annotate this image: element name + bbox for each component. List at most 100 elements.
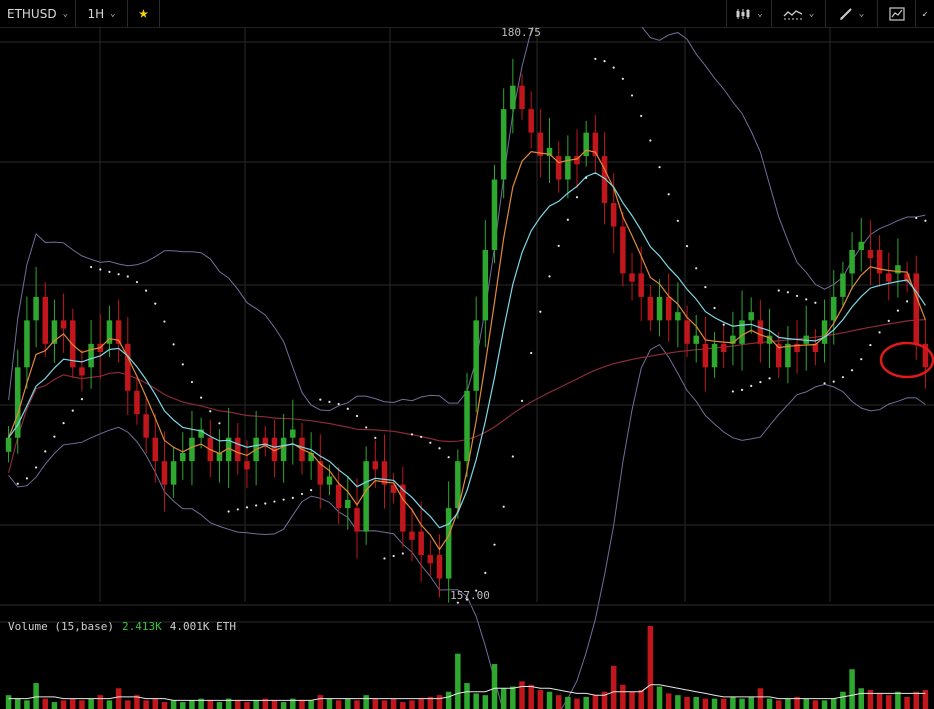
sar-dot-9 <box>89 265 93 269</box>
candle-body-89 <box>821 320 828 344</box>
candle-body-28 <box>262 437 269 446</box>
symbol-selector[interactable]: ETHUSD ⌄ <box>0 0 76 27</box>
candle-38 <box>354 478 360 559</box>
sar-dot-27 <box>255 504 258 507</box>
candle-body-2 <box>24 320 30 368</box>
price-chart[interactable]: 180.75 157.00 Volume (15,base) 2.413K 4.00… <box>0 27 934 709</box>
volume-bar-42 <box>390 698 397 709</box>
sar-dot-65 <box>603 60 606 63</box>
candle-body-57 <box>528 109 534 133</box>
sar-dot-91 <box>841 376 845 379</box>
volume-ma-line <box>8 684 926 701</box>
volume-bar-86 <box>794 696 800 709</box>
chevron-down-icon: ⌄ <box>808 8 815 19</box>
candle-81 <box>748 297 754 334</box>
sar-dot-14 <box>135 280 139 284</box>
sar-dot-49 <box>456 601 459 604</box>
collapse-arrow-icon: ↙ <box>921 8 929 19</box>
sar-dot-17 <box>163 320 166 323</box>
candle-body-93 <box>858 241 864 250</box>
candle-body-20 <box>189 437 195 462</box>
volume-bar-2 <box>24 700 30 709</box>
sar-dot-90 <box>832 380 835 383</box>
volume-bar-73 <box>675 695 681 709</box>
volume-bar-75 <box>693 696 699 709</box>
sar-dot-93 <box>860 358 863 361</box>
sar-dot-28 <box>264 502 267 505</box>
candle-33 <box>308 432 314 480</box>
volume-bar-34 <box>317 695 324 709</box>
volume-bar-87 <box>803 698 809 709</box>
volume-bar-98 <box>904 696 910 709</box>
candle-body-97 <box>895 265 901 274</box>
candle-74 <box>684 305 690 358</box>
sar-dot-74 <box>685 244 689 248</box>
candle-body-8 <box>79 367 85 376</box>
candle-body-19 <box>180 452 186 462</box>
collapse-button[interactable]: ↙ <box>916 0 934 27</box>
volume-bar-6 <box>60 700 67 709</box>
candle-78 <box>720 326 727 369</box>
candle-body-67 <box>620 226 626 274</box>
volume-title: Volume (15,base) <box>8 620 114 633</box>
chevron-down-icon: ⌄ <box>858 8 865 19</box>
sar-dot-18 <box>172 343 175 346</box>
sar-dot-32 <box>300 492 304 496</box>
candle-body-84 <box>775 343 782 368</box>
volume-bar-62 <box>574 698 580 709</box>
candle-30 <box>280 413 287 483</box>
sar-dot-95 <box>878 331 881 334</box>
volume-legend: Volume (15,base) 2.413K 4.001K ETH <box>8 620 236 633</box>
volume-bar-33 <box>308 700 314 709</box>
chart-style-button[interactable]: ⌄ <box>726 0 772 27</box>
candle-body-80 <box>739 320 745 344</box>
volume-bar-84 <box>775 700 782 709</box>
volume-bar-13 <box>125 700 131 709</box>
candle-23 <box>216 429 223 483</box>
candle-body-49 <box>455 461 461 509</box>
candle-87 <box>803 305 809 371</box>
favorite-button[interactable]: ★ <box>128 0 160 27</box>
indicators-button[interactable]: ⌄ <box>772 0 826 27</box>
candle-53 <box>491 164 498 264</box>
candle-body-43 <box>400 484 406 532</box>
volume-bar-45 <box>418 698 424 709</box>
candle-48 <box>445 481 452 603</box>
candle-20 <box>189 410 195 486</box>
sar-dot-5 <box>53 435 56 438</box>
sar-dot-89 <box>823 382 826 385</box>
candle-body-29 <box>271 437 278 462</box>
candle-70 <box>647 285 654 331</box>
candle-body-42 <box>390 484 397 493</box>
candle-body-72 <box>665 296 672 321</box>
sar-dot-78 <box>722 323 725 326</box>
snapshot-button[interactable] <box>878 0 916 27</box>
candle-body-39 <box>363 461 369 532</box>
candle-73 <box>675 282 681 348</box>
interval-selector[interactable]: 1H ⌄ <box>76 0 128 27</box>
volume-bar-77 <box>711 698 718 709</box>
sar-dot-70 <box>649 139 652 142</box>
candle-body-74 <box>684 320 690 344</box>
volume-bar-21 <box>198 698 204 709</box>
volume-bar-94 <box>867 689 874 709</box>
candlesticks <box>5 58 929 603</box>
candle-body-12 <box>115 320 122 344</box>
sar-dot-87 <box>805 298 808 301</box>
volume-bar-67 <box>620 684 626 709</box>
sar-dot-59 <box>548 275 551 278</box>
sar-dot-97 <box>896 309 900 312</box>
volume-bar-22 <box>207 700 214 709</box>
candle-body-94 <box>867 249 874 259</box>
volume-bar-7 <box>70 698 76 709</box>
chevron-down-icon: ⌄ <box>62 8 68 19</box>
volume-bar-12 <box>115 688 122 709</box>
drawing-tools-button[interactable]: ⌄ <box>826 0 878 27</box>
volume-bar-14 <box>134 695 140 709</box>
candle-47 <box>436 534 443 598</box>
candle-72 <box>665 273 672 342</box>
candle-100 <box>922 320 929 389</box>
sar-dot-40 <box>374 436 377 440</box>
interval-label: 1H <box>87 6 105 21</box>
candle-body-68 <box>629 273 635 282</box>
